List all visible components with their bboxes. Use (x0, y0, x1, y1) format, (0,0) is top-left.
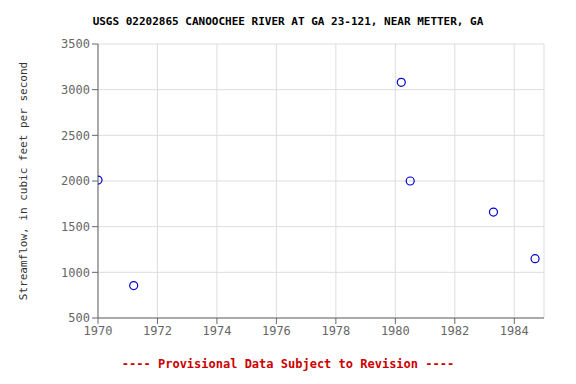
svg-text:1974: 1974 (202, 324, 231, 338)
svg-text:1000: 1000 (61, 266, 90, 280)
svg-text:1970: 1970 (84, 324, 113, 338)
svg-text:500: 500 (68, 311, 90, 325)
svg-text:1500: 1500 (61, 220, 90, 234)
svg-text:1972: 1972 (143, 324, 172, 338)
svg-text:3500: 3500 (61, 37, 90, 51)
svg-text:1976: 1976 (262, 324, 291, 338)
svg-text:1978: 1978 (321, 324, 350, 338)
svg-text:1980: 1980 (381, 324, 410, 338)
html-text:---- Provisional Data Subject: ---- Provisional Data Subject to Revisio… (121, 357, 455, 371)
html-text:USGS 02202865 CANOOCHEE RIVER: USGS 02202865 CANOOCHEE RIVER AT GA 23-1… (92, 15, 484, 28)
svg-text:3000: 3000 (61, 83, 90, 97)
svg-text:2500: 2500 (61, 129, 90, 143)
svg-text:1984: 1984 (500, 324, 529, 338)
svg-text:2000: 2000 (61, 174, 90, 188)
svg-text:Streamflow, in cubic feet per: Streamflow, in cubic feet per second (17, 62, 30, 300)
svg-text:1982: 1982 (440, 324, 469, 338)
